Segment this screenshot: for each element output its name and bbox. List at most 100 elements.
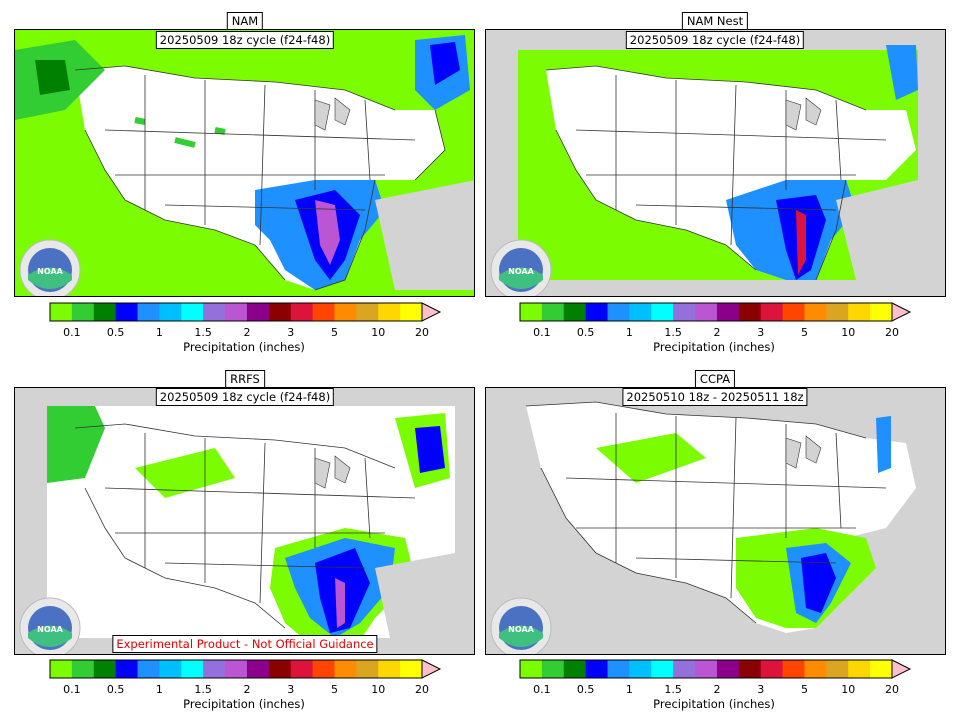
colorbar-tick-label: 20	[415, 326, 429, 339]
colorbar-tick-label: 3	[287, 326, 295, 339]
colorbar-outline	[519, 659, 893, 679]
colorbar-swatch	[541, 660, 565, 678]
colorbar-tick-label: 10	[371, 326, 386, 339]
colorbar-swatch	[93, 660, 117, 678]
colorbar-swatch	[760, 660, 784, 678]
colorbar-swatch	[563, 303, 587, 321]
colorbar-tick-label: 10	[841, 326, 856, 339]
colorbar-swatch	[268, 303, 292, 321]
colorbar-tick-label: 0.1	[533, 683, 551, 696]
colorbar-outline	[49, 302, 423, 322]
colorbar-swatch	[115, 660, 139, 678]
colorbar-svg	[519, 302, 912, 322]
colorbar-swatch	[651, 660, 674, 678]
colorbar-tick-label: 20	[885, 683, 899, 696]
colorbar-swatch	[607, 303, 630, 321]
colorbar-tick-label: 10	[371, 683, 386, 696]
colorbar-swatch	[225, 303, 248, 321]
precip-map-nam: NOAA	[15, 30, 474, 296]
colorbar-svg	[49, 302, 442, 322]
map-panel-ccpa: NOAA	[485, 387, 946, 655]
colorbar-tick-label: 1.5	[194, 326, 212, 339]
colorbar-tick-label: 1.5	[194, 683, 212, 696]
precip-map-nam-nest: NOAA	[486, 30, 945, 296]
panel-subtitle-nam-nest: 20250509 18z cycle (f24-f48)	[625, 31, 805, 49]
colorbar-rrfs: 0.1 0.5 1 1.5 2 3 5 10 20 Precipitation (inches)	[49, 659, 449, 719]
noaa-logo-ccpa: NOAA	[490, 597, 552, 654]
colorbar-swatch	[585, 303, 609, 321]
colorbar-label: Precipitation (inches)	[183, 697, 305, 711]
precip-map-ccpa: NOAA	[486, 388, 945, 654]
map-panel-nam-nest: NOAA	[485, 29, 946, 297]
colorbar-swatch	[673, 303, 696, 321]
colorbar-tick-label: 2	[713, 326, 721, 339]
colorbar-swatch	[334, 660, 357, 678]
colorbar-swatch	[804, 303, 827, 321]
colorbar-swatch	[137, 660, 160, 678]
colorbar-swatch	[115, 303, 139, 321]
colorbar-swatch	[203, 303, 226, 321]
noaa-logo-nam-nest: NOAA	[490, 239, 552, 296]
colorbar-tick-label: 20	[415, 683, 429, 696]
panel-title-nam: NAM	[226, 12, 264, 30]
colorbar-swatch	[870, 660, 893, 678]
colorbar-swatch	[607, 660, 630, 678]
colorbar-swatch	[378, 660, 401, 678]
colorbar-tick-label: 10	[841, 683, 856, 696]
panel-title-nam-nest: NAM Nest	[681, 12, 749, 30]
colorbar-swatch	[520, 303, 543, 321]
colorbar-swatch	[334, 303, 357, 321]
colorbar-swatch	[782, 303, 805, 321]
colorbar-swatch	[520, 660, 543, 678]
colorbar-swatch	[50, 303, 73, 321]
colorbar-swatch	[651, 303, 674, 321]
colorbar-tick-label: 0.5	[576, 683, 595, 696]
panel-subtitle-ccpa: 20250510 18z - 20250511 18z	[622, 388, 808, 406]
colorbar-swatch	[585, 660, 609, 678]
colorbar-swatch	[738, 303, 762, 321]
panel-subtitle-rrfs: 20250509 18z cycle (f24-f48)	[155, 388, 335, 406]
colorbar-svg	[519, 659, 912, 679]
colorbar-swatch	[203, 660, 226, 678]
colorbar-tick-label: 5	[800, 326, 808, 339]
noaa-logo-text: NOAA	[508, 625, 534, 634]
colorbar-swatch	[312, 660, 335, 678]
panel-title-ccpa: CCPA	[694, 370, 736, 388]
colorbar-nam-nest: 0.1 0.5 1 1.5 2 3 5 10 20 Precipitation (inches)	[519, 302, 919, 362]
colorbar-tick-label: 2	[243, 326, 251, 339]
colorbar-swatch	[312, 303, 335, 321]
colorbar-swatch	[290, 303, 314, 321]
colorbar-ccpa: 0.1 0.5 1 1.5 2 3 5 10 20 Precipitation (inches)	[519, 659, 919, 719]
colorbar-tick-label: 3	[287, 683, 295, 696]
colorbar-swatch	[848, 303, 871, 321]
precip-map-rrfs: NOAA	[15, 388, 474, 654]
colorbar-swatch	[782, 660, 805, 678]
experimental-warning: Experimental Product - Not Official Guid…	[112, 635, 378, 653]
colorbar-swatch	[826, 303, 849, 321]
colorbar-swatch	[695, 303, 718, 321]
colorbar-tick-label: 0.1	[63, 683, 81, 696]
colorbar-label: Precipitation (inches)	[653, 697, 775, 711]
panel-subtitle-nam: 20250509 18z cycle (f24-f48)	[155, 31, 335, 49]
colorbar-tick-label: 1	[155, 683, 163, 696]
colorbar-tick-label: 20	[885, 326, 899, 339]
colorbar-svg	[49, 659, 442, 679]
colorbar-swatch	[181, 660, 204, 678]
colorbar-tick-label: 1.5	[664, 683, 682, 696]
colorbar-tick-label: 1	[155, 326, 163, 339]
colorbar-swatch	[246, 660, 270, 678]
noaa-logo-text: NOAA	[508, 267, 534, 276]
colorbar-swatch	[716, 303, 740, 321]
colorbar-label: Precipitation (inches)	[653, 340, 775, 354]
colorbar-tick-label: 5	[330, 326, 338, 339]
colorbar-swatch	[356, 303, 379, 321]
colorbar-tick-label: 2	[713, 683, 721, 696]
colorbar-swatch	[268, 660, 292, 678]
colorbar-tick-label: 2	[243, 683, 251, 696]
noaa-logo-text: NOAA	[37, 267, 63, 276]
colorbar-extend-arrow	[421, 302, 442, 322]
colorbar-swatch	[50, 660, 73, 678]
map-panel-nam: NOAA	[14, 29, 475, 297]
colorbar-tick-label: 5	[330, 683, 338, 696]
colorbar-swatch	[246, 303, 270, 321]
